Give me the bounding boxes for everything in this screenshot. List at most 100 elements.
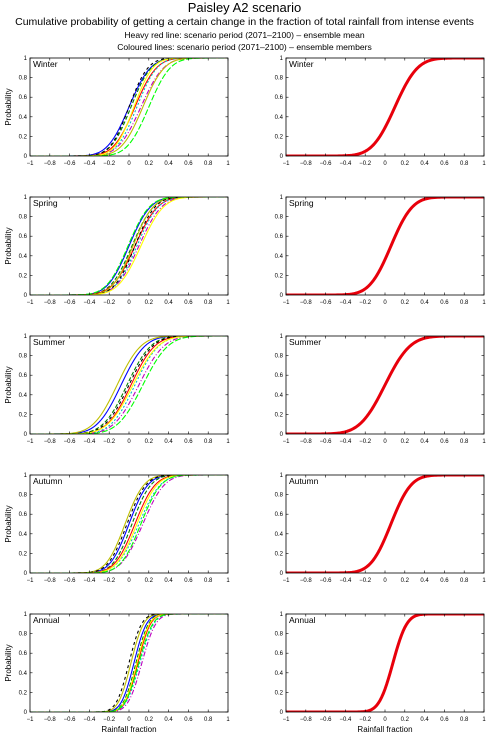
curves [30, 614, 228, 712]
y-tick-label: 0.6 [275, 95, 284, 101]
member-curve [30, 614, 228, 712]
x-tick-label: 0.2 [401, 300, 410, 306]
y-tick-label: 0.6 [19, 651, 28, 657]
x-tick-label: −1 [27, 300, 35, 306]
x-tick-label: 1 [482, 300, 486, 306]
x-tick-label: −0.4 [83, 439, 96, 445]
y-tick-label: 0.6 [19, 234, 28, 240]
x-tick-label: −0.4 [339, 439, 352, 445]
x-tick-label: 1 [226, 161, 230, 167]
x-tick-label: 1 [482, 161, 486, 167]
y-tick-label: 0.4 [19, 254, 28, 260]
member-curve [30, 336, 228, 434]
x-tick-label: −0.6 [320, 439, 333, 445]
x-tick-label: −0.4 [83, 300, 96, 306]
y-tick-label: 0.6 [275, 373, 284, 379]
axes-box [29, 335, 229, 435]
x-tick-label: 0.4 [164, 439, 173, 445]
x-tick-label: 0 [383, 161, 387, 167]
panel-autumn-members: −1 −0.8 −0.6 −0.4 −0.2 0 0.2 0.4 0.6 0.8 1 0 0.2 0.4 0… [4, 473, 230, 584]
y-tick-label: 0.8 [275, 354, 284, 360]
x-tick-label: −0.2 [103, 578, 116, 584]
member-curve [30, 197, 228, 295]
x-tick-label: 0.2 [145, 439, 154, 445]
season-label: Spring [289, 198, 314, 208]
y-tick-label: 0.8 [19, 76, 28, 82]
x-tick-label: −1 [283, 439, 291, 445]
y-tick-label: 0 [280, 432, 284, 438]
curves [286, 197, 484, 295]
x-tick-label: −1 [283, 161, 291, 167]
y-tick-label: 0.6 [19, 373, 28, 379]
x-tick-label: 0.2 [145, 578, 154, 584]
x-tick-label: −0.8 [44, 161, 57, 167]
legend-note-members: Coloured lines: scenario period (2071–21… [117, 42, 372, 52]
x-tick-label: −0.8 [44, 300, 57, 306]
season-label: Winter [289, 59, 314, 69]
panel-spring-members: −1 −0.8 −0.6 −0.4 −0.2 0 0.2 0.4 0.6 0.8 1 0 0.2 0.4 0… [4, 195, 230, 306]
season-label: Annual [289, 615, 316, 625]
x-tick-label: −0.6 [64, 439, 77, 445]
ensemble-mean-curve [286, 58, 484, 156]
curves [286, 475, 484, 573]
curves [286, 336, 484, 434]
y-tick-label: 0.8 [275, 632, 284, 638]
x-tick-label: 0 [127, 300, 131, 306]
x-tick-label: −0.2 [103, 717, 116, 723]
x-tick-label: 1 [482, 717, 486, 723]
x-tick-label: −0.8 [300, 300, 313, 306]
ensemble-mean-curve [286, 197, 484, 295]
x-tick-label: 1 [482, 578, 486, 584]
season-label: Summer [33, 337, 65, 347]
y-tick-label: 0.2 [275, 551, 284, 557]
y-tick-label: 0.8 [275, 76, 284, 82]
x-tick-label: −0.8 [300, 717, 313, 723]
y-tick-label: 0.6 [19, 512, 28, 518]
member-curve [30, 614, 228, 712]
x-tick-label: 0 [383, 300, 387, 306]
member-curve [30, 58, 228, 156]
x-tick-label: 1 [226, 439, 230, 445]
x-tick-label: 0 [127, 439, 131, 445]
season-label: Winter [33, 59, 58, 69]
x-tick-label: 0 [127, 717, 131, 723]
y-tick-label: 0.8 [275, 493, 284, 499]
x-tick-label: −0.2 [103, 439, 116, 445]
x-tick-label: −0.2 [359, 161, 372, 167]
curves [30, 197, 228, 295]
member-curve [30, 336, 228, 434]
x-tick-label: −0.4 [339, 578, 352, 584]
x-tick-label: 0.2 [145, 161, 154, 167]
panel-annual-mean: −1 −0.8 −0.6 −0.4 −0.2 0 0.2 0.4 0.6 0.8 1 0 0.2 0.4 0… [275, 612, 487, 734]
figure-title: Paisley A2 scenario [187, 0, 302, 15]
x-tick-label: 1 [482, 439, 486, 445]
x-tick-label: 0.4 [164, 161, 173, 167]
x-tick-label: 0.6 [440, 439, 449, 445]
y-tick-label: 1 [280, 473, 284, 479]
y-tick-label: 0 [280, 293, 284, 299]
member-curve [30, 197, 228, 295]
y-tick-label: 1 [24, 473, 28, 479]
x-tick-label: −0.8 [44, 439, 57, 445]
x-tick-label: 0.8 [460, 300, 469, 306]
y-tick-label: 1 [280, 334, 284, 340]
y-tick-label: 0.2 [19, 273, 28, 279]
x-tick-label: −0.8 [300, 161, 313, 167]
x-tick-label: −0.6 [320, 578, 333, 584]
y-tick-label: 0.4 [275, 393, 284, 399]
x-tick-label: −1 [27, 439, 35, 445]
x-tick-label: −0.4 [339, 717, 352, 723]
x-tick-label: −0.6 [320, 717, 333, 723]
x-axis-label: Rainfall fraction [357, 725, 412, 734]
panel-annual-members: −1 −0.8 −0.6 −0.4 −0.2 0 0.2 0.4 0.6 0.8 1 0 0.2 0.4 0… [4, 612, 230, 734]
x-tick-label: 0.8 [460, 717, 469, 723]
x-tick-label: 0.6 [440, 300, 449, 306]
x-tick-label: −0.2 [103, 161, 116, 167]
y-axis-label: Probability [4, 505, 13, 542]
x-tick-label: −0.2 [359, 717, 372, 723]
x-tick-label: 0.6 [184, 161, 193, 167]
x-tick-label: −0.2 [359, 439, 372, 445]
axes-box [285, 613, 485, 713]
member-curve [30, 475, 228, 573]
x-tick-label: 0.4 [420, 578, 429, 584]
